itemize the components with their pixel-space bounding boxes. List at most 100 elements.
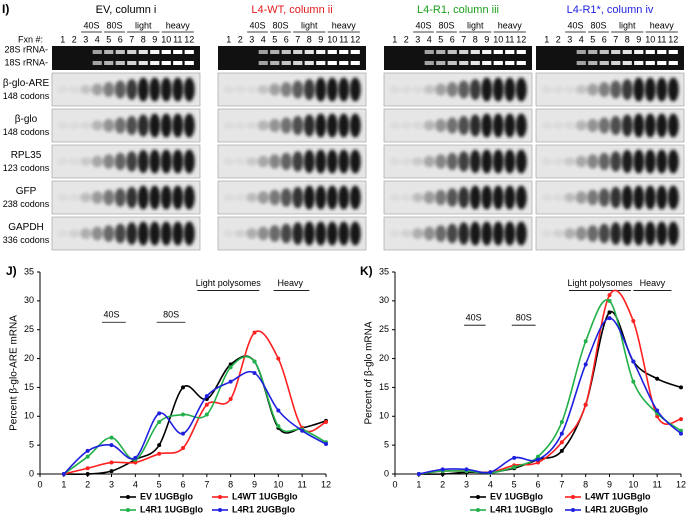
fraction-number: 8 bbox=[625, 34, 630, 44]
band bbox=[504, 77, 516, 102]
row-label: RPL35 bbox=[11, 150, 42, 161]
point bbox=[85, 466, 90, 471]
rrna-band bbox=[516, 50, 526, 54]
band bbox=[656, 149, 668, 174]
band bbox=[257, 120, 269, 131]
x-tick-label: 5 bbox=[157, 479, 162, 489]
rrna-band bbox=[459, 50, 469, 54]
band bbox=[587, 189, 599, 206]
band bbox=[91, 120, 103, 131]
band bbox=[292, 222, 304, 245]
band bbox=[257, 85, 269, 94]
band bbox=[435, 83, 447, 96]
band bbox=[610, 80, 622, 99]
band bbox=[68, 122, 80, 129]
band bbox=[435, 154, 447, 169]
legend-label: EV 1UGBglo bbox=[490, 491, 544, 501]
fraction-number: 7 bbox=[613, 34, 618, 44]
region-label: 80S bbox=[106, 20, 122, 30]
y-tick-label: 5 bbox=[29, 440, 34, 450]
band bbox=[68, 86, 80, 93]
band bbox=[633, 149, 645, 174]
region-label: 80S bbox=[272, 20, 288, 30]
band bbox=[234, 229, 246, 238]
region-label: 80S bbox=[438, 20, 454, 30]
fraction-number: 4 bbox=[579, 34, 584, 44]
legend-marker bbox=[571, 495, 575, 499]
band bbox=[338, 113, 350, 138]
point bbox=[204, 412, 209, 417]
rrna-band bbox=[127, 61, 137, 65]
fraction-number: 8 bbox=[473, 34, 478, 44]
x-tick-label: 1 bbox=[416, 479, 421, 489]
band bbox=[257, 226, 269, 241]
annotation: 80S bbox=[516, 313, 532, 323]
band bbox=[103, 118, 115, 133]
point bbox=[109, 443, 114, 448]
rrna-band bbox=[424, 50, 434, 54]
band bbox=[564, 192, 576, 203]
band bbox=[315, 77, 327, 102]
rrna-band bbox=[184, 61, 194, 65]
band bbox=[610, 151, 622, 172]
rrna-gel bbox=[52, 46, 200, 70]
y-axis-label: Percent β-glo-ARE mRNA bbox=[9, 315, 20, 431]
band bbox=[389, 230, 401, 237]
band bbox=[587, 83, 599, 96]
band bbox=[515, 221, 527, 246]
point bbox=[440, 467, 445, 472]
band bbox=[91, 226, 103, 241]
band bbox=[315, 149, 327, 174]
band bbox=[80, 121, 92, 130]
band bbox=[160, 113, 172, 138]
band bbox=[257, 155, 269, 168]
point bbox=[583, 402, 588, 407]
x-tick-label: 10 bbox=[273, 479, 283, 489]
rrna-band bbox=[150, 50, 160, 54]
point bbox=[61, 472, 66, 476]
band bbox=[458, 186, 470, 209]
fraction-number: 12 bbox=[184, 34, 194, 44]
series-line bbox=[63, 330, 327, 475]
row-codons: 336 codons bbox=[3, 235, 50, 245]
band bbox=[68, 229, 80, 238]
rrna-band bbox=[258, 61, 268, 65]
rrna-band bbox=[447, 50, 457, 54]
rrna-band bbox=[599, 61, 609, 65]
band bbox=[412, 86, 424, 93]
rrna-band bbox=[173, 61, 183, 65]
band bbox=[610, 186, 622, 209]
x-tick-label: 4 bbox=[133, 479, 138, 489]
point bbox=[109, 469, 114, 474]
fraction-number: 7 bbox=[295, 34, 300, 44]
annotation: 40S bbox=[466, 313, 482, 323]
band bbox=[326, 149, 338, 174]
band bbox=[504, 221, 516, 246]
y-tick-label: 25 bbox=[24, 324, 34, 334]
band bbox=[644, 185, 656, 210]
band bbox=[400, 194, 412, 201]
band bbox=[633, 77, 645, 102]
band bbox=[564, 157, 576, 166]
y-tick-label: 30 bbox=[379, 295, 389, 305]
point bbox=[276, 408, 281, 413]
point bbox=[157, 451, 162, 456]
band bbox=[280, 82, 292, 97]
point bbox=[85, 472, 90, 476]
rrna-band bbox=[258, 50, 268, 54]
row-label: GFP bbox=[16, 186, 37, 197]
band bbox=[667, 149, 679, 174]
band bbox=[149, 149, 161, 174]
fraction-number: 5 bbox=[272, 34, 277, 44]
rrna-band bbox=[482, 50, 492, 54]
region-label: light bbox=[619, 20, 636, 30]
band bbox=[621, 221, 633, 246]
band bbox=[644, 221, 656, 246]
point bbox=[300, 428, 305, 433]
column-title: L4-R1*, column iv bbox=[567, 4, 654, 16]
band bbox=[338, 221, 350, 246]
band bbox=[458, 151, 470, 172]
fraction-number: 8 bbox=[307, 34, 312, 44]
band bbox=[303, 149, 315, 174]
x-tick-label: 1 bbox=[61, 479, 66, 489]
